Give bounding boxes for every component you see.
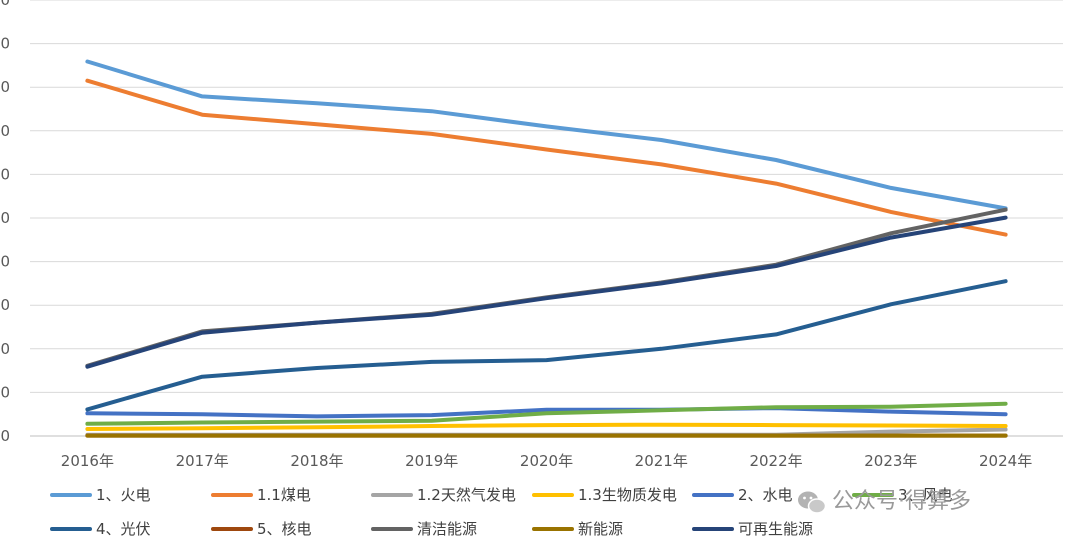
- series-lines: [85, 59, 1008, 438]
- watermark: 公众号·得算多: [798, 489, 971, 514]
- legend-label: 1.3生物质发电: [578, 486, 677, 504]
- legend-item-10: 新能源: [532, 520, 623, 538]
- series-line-7: [85, 279, 1008, 412]
- series-line-5: [85, 406, 1008, 419]
- legend-item-5: 2、水电: [692, 486, 793, 504]
- legend-label: 4、光伏: [96, 520, 151, 538]
- x-tick-label: 2018年: [290, 452, 343, 470]
- legend-item-4: 1.3生物质发电: [532, 486, 677, 504]
- x-tick-label: 2017年: [176, 452, 229, 470]
- legend-label: 1、火电: [96, 486, 151, 504]
- legend-item-2: 1.1煤电: [211, 486, 311, 504]
- x-tick-label: 2016年: [61, 452, 114, 470]
- y-tick-label: 10: [0, 383, 10, 401]
- y-tick-label: 100: [0, 0, 10, 9]
- legend-label: 2、水电: [738, 486, 793, 504]
- grid-lines: [30, 0, 1063, 437]
- y-axis-ticks: 0 10 20 30 40 50 60 70 80 90 100: [0, 0, 10, 445]
- x-tick-label: 2023年: [864, 452, 917, 470]
- y-tick-label: 0: [0, 427, 10, 445]
- legend-label: 3、风电: [898, 486, 953, 504]
- x-tick-label: 2022年: [749, 452, 802, 470]
- legend-label: 1.2天然气发电: [417, 486, 516, 504]
- y-tick-label: 50: [0, 209, 10, 227]
- wechat-icon: [798, 491, 827, 514]
- series-line-11: [85, 215, 1008, 369]
- y-tick-label: 60: [0, 165, 10, 183]
- y-tick-label: 70: [0, 122, 10, 140]
- x-tick-label: 2019年: [405, 452, 458, 470]
- x-tick-label: 2024年: [979, 452, 1032, 470]
- legend-item-1: 1、火电: [50, 486, 151, 504]
- legend-item-11: 可再生能源: [692, 520, 813, 538]
- series-line-1: [85, 59, 1008, 211]
- x-axis-ticks: 2016年 2017年 2018年 2019年 2020年 2021年 2022年 2023年…: [61, 452, 1032, 470]
- y-tick-label: 30: [0, 296, 10, 314]
- y-tick-label: 80: [0, 78, 10, 96]
- series-line-9: [85, 207, 1008, 368]
- legend-label: 新能源: [578, 520, 623, 538]
- legend: 1、火电 1.1煤电 1.2天然气发电 1.3生物质发电 2、水电 3、风电 4、光伏 5、核…: [50, 486, 953, 538]
- legend-item-8: 5、核电: [211, 520, 312, 538]
- x-tick-label: 2020年: [520, 452, 573, 470]
- legend-label: 清洁能源: [417, 520, 477, 538]
- y-tick-label: 20: [0, 340, 10, 358]
- legend-item-6: 3、风电: [852, 486, 953, 504]
- series-line-2: [85, 78, 1008, 237]
- legend-label: 1.1煤电: [257, 486, 311, 504]
- legend-item-3: 1.2天然气发电: [371, 486, 516, 504]
- watermark-text: 公众号·得算多: [832, 489, 971, 514]
- x-tick-label: 2021年: [635, 452, 688, 470]
- legend-item-7: 4、光伏: [50, 520, 151, 538]
- legend-label: 可再生能源: [738, 520, 813, 538]
- legend-item-9: 清洁能源: [371, 520, 477, 538]
- legend-label: 5、核电: [257, 520, 312, 538]
- series-line-6: [85, 401, 1008, 426]
- y-tick-label: 90: [0, 35, 10, 53]
- y-tick-label: 40: [0, 253, 10, 271]
- series-line-4: [85, 422, 1008, 431]
